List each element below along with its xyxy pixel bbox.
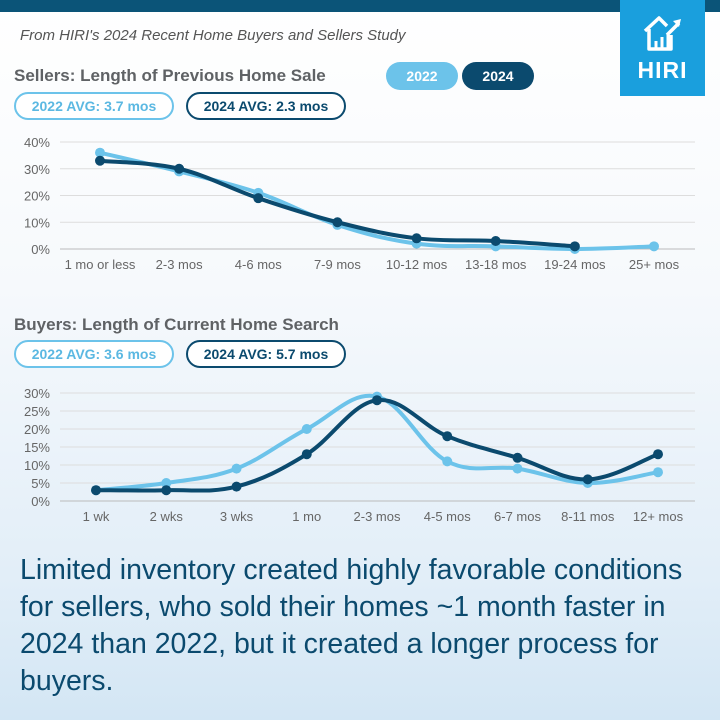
x-tick-label: 4-5 mos [424, 509, 471, 524]
data-point-2024 [442, 431, 453, 442]
data-point-2024 [569, 241, 580, 252]
data-point-2024 [372, 395, 382, 406]
x-tick-label: 8-11 mos [561, 509, 615, 524]
legend-2024: 2024 [462, 62, 534, 90]
data-point-2022 [653, 467, 663, 478]
source-subtitle: From HIRI's 2024 Recent Home Buyers and … [20, 27, 406, 44]
x-tick-label: 7-9 mos [314, 257, 361, 272]
house-chart-icon [643, 15, 681, 51]
data-point-2022 [649, 241, 659, 252]
sellers-chart-title: Sellers: Length of Previous Home Sale [14, 66, 326, 85]
legend-2022: 2022 [386, 62, 458, 90]
data-point-2024 [253, 193, 264, 204]
top-bar [0, 0, 720, 12]
y-tick-label: 5% [31, 476, 50, 491]
data-point-2024 [231, 481, 242, 492]
x-tick-label: 1 wk [83, 509, 110, 524]
data-point-2024 [582, 474, 593, 485]
data-point-2024 [332, 217, 343, 228]
data-point-2024 [174, 163, 185, 174]
data-point-2024 [512, 452, 523, 463]
data-point-2024 [411, 233, 422, 244]
y-tick-label: 40% [24, 135, 50, 150]
data-point-2024 [91, 485, 101, 496]
x-tick-label: 3 wks [220, 509, 254, 524]
data-point-2022 [301, 424, 312, 434]
buyers-line-chart: 0% 5% 10% 15% 20% 25% 30% 1 wk 2 wks 3 wks 1 mo 2-3… [24, 386, 695, 524]
series-line-2022 [94, 393, 660, 493]
data-point-2024 [301, 449, 312, 460]
y-tick-label: 25% [24, 404, 50, 419]
tagline: Limited inventory created highly favorab… [20, 554, 683, 697]
buyers-avg-2022: 2022 AVG: 3.6 mos [14, 340, 174, 368]
y-tick-label: 10% [24, 215, 50, 230]
y-tick-label: 10% [24, 458, 50, 473]
x-tick-label: 13-18 mos [465, 257, 527, 272]
x-tick-label: 1 mo [292, 509, 321, 524]
x-tick-label: 1 mo or less [65, 257, 136, 272]
y-tick-label: 20% [24, 189, 50, 204]
data-point-2022 [512, 463, 523, 474]
data-point-2022 [161, 478, 172, 488]
x-tick-label: 12+ mos [633, 509, 684, 524]
y-tick-label: 30% [24, 386, 50, 401]
x-tick-label: 6-7 mos [494, 509, 541, 524]
data-point-2022 [442, 456, 453, 467]
x-tick-label: 2-3 mos [354, 509, 401, 524]
data-point-2024 [95, 155, 105, 166]
series-line-2024 [98, 158, 577, 249]
x-tick-label: 4-6 mos [235, 257, 282, 272]
hiri-logo: HIRI [620, 0, 705, 96]
buyers-chart-title: Buyers: Length of Current Home Search [14, 315, 339, 334]
data-point-2024 [653, 449, 663, 460]
data-point-2024 [161, 485, 172, 496]
x-tick-label: 2 wks [150, 509, 184, 524]
data-point-2022 [231, 463, 242, 474]
x-tick-label: 19-24 mos [544, 257, 606, 272]
data-point-2022 [95, 147, 105, 158]
y-tick-label: 0% [31, 494, 50, 509]
x-tick-label: 2-3 mos [156, 257, 203, 272]
x-tick-label: 25+ mos [629, 257, 680, 272]
x-tick-label: 10-12 mos [386, 257, 448, 272]
buyers-avg-2024: 2024 AVG: 5.7 mos [186, 340, 346, 368]
y-tick-label: 30% [24, 162, 50, 177]
sellers-avg-2022: 2022 AVG: 3.7 mos [14, 92, 174, 120]
y-tick-label: 20% [24, 422, 50, 437]
data-point-2024 [490, 235, 501, 246]
logo-text: HIRI [637, 56, 688, 83]
series-line-2024 [94, 398, 660, 493]
y-tick-label: 15% [24, 440, 50, 455]
sellers-line-chart: 0% 10% 20% 30% 40% 1 mo or less 2-3 mos 4-6 mos… [24, 135, 695, 272]
sellers-avg-2024: 2024 AVG: 2.3 mos [186, 92, 346, 120]
y-tick-label: 0% [31, 242, 50, 257]
